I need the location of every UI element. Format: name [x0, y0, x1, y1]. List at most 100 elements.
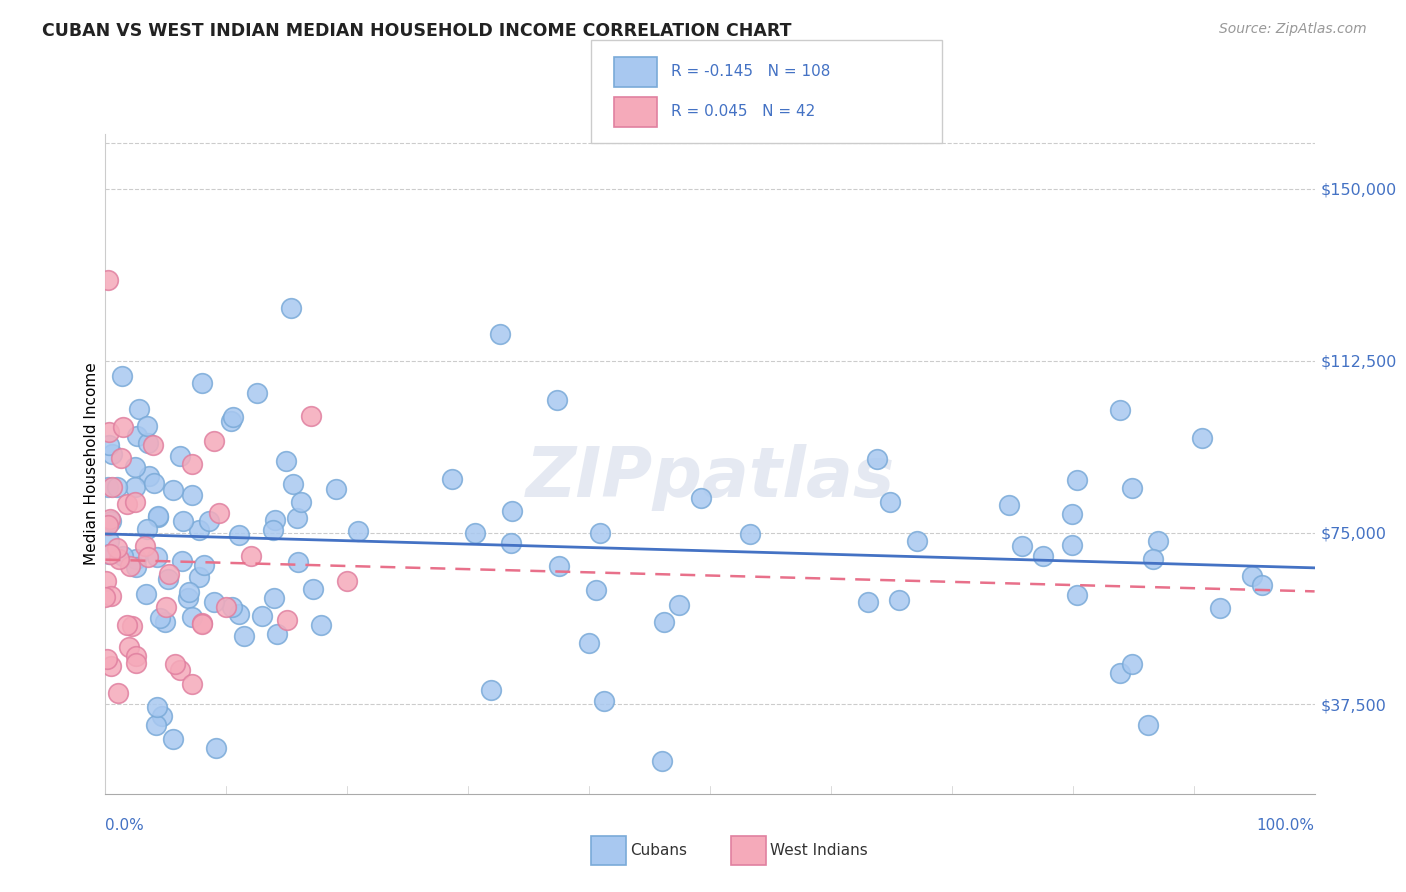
- Point: [100, 589, 122, 603]
- Point: [138, 550, 160, 565]
- Point: [1240, 569, 1263, 583]
- Point: [105, 479, 128, 493]
- Point: [1142, 551, 1164, 566]
- Point: [668, 599, 690, 613]
- Point: [111, 549, 134, 563]
- Point: [266, 627, 288, 641]
- Point: [146, 699, 169, 714]
- Point: [441, 472, 464, 486]
- Point: [135, 587, 157, 601]
- Point: [172, 514, 194, 528]
- Text: 100.0%: 100.0%: [1257, 818, 1315, 832]
- Point: [96, 652, 118, 666]
- Point: [905, 533, 928, 548]
- Point: [155, 615, 177, 630]
- Point: [101, 447, 124, 461]
- Point: [150, 709, 173, 723]
- Y-axis label: Median Household Income: Median Household Income: [83, 362, 98, 566]
- Point: [325, 483, 347, 497]
- Point: [135, 522, 157, 536]
- Point: [593, 694, 616, 708]
- Text: R = 0.045   N = 42: R = 0.045 N = 42: [671, 104, 815, 120]
- Point: [1250, 578, 1272, 592]
- Point: [165, 657, 187, 671]
- Point: [107, 552, 129, 566]
- Point: [1208, 601, 1230, 615]
- Point: [263, 513, 285, 527]
- Point: [221, 600, 243, 615]
- Point: [276, 613, 298, 627]
- Point: [138, 468, 160, 483]
- Point: [215, 599, 238, 614]
- Point: [162, 483, 184, 497]
- Point: [98, 438, 121, 452]
- Point: [1191, 431, 1213, 445]
- Point: [162, 731, 184, 746]
- Point: [191, 616, 214, 631]
- Point: [1121, 657, 1143, 671]
- Point: [191, 615, 214, 630]
- Point: [1060, 507, 1083, 521]
- Point: [651, 754, 673, 768]
- Point: [274, 454, 297, 468]
- Point: [134, 539, 156, 553]
- Point: [589, 526, 612, 541]
- Point: [107, 686, 129, 700]
- Point: [100, 658, 122, 673]
- Point: [125, 552, 148, 566]
- Point: [125, 560, 148, 574]
- Point: [464, 525, 486, 540]
- Point: [499, 536, 522, 550]
- Point: [146, 509, 169, 524]
- Point: [287, 555, 309, 569]
- Point: [228, 607, 250, 622]
- Point: [97, 273, 120, 287]
- Point: [489, 327, 512, 342]
- Point: [285, 510, 308, 524]
- Point: [1066, 588, 1088, 602]
- Point: [145, 718, 167, 732]
- Point: [105, 541, 128, 555]
- Point: [191, 376, 214, 391]
- Point: [1066, 473, 1088, 487]
- Point: [136, 436, 159, 450]
- Point: [180, 610, 202, 624]
- Point: [169, 450, 191, 464]
- Point: [156, 572, 179, 586]
- Point: [690, 491, 713, 506]
- Point: [125, 429, 148, 443]
- Point: [1121, 482, 1143, 496]
- Point: [202, 595, 225, 609]
- Point: [252, 608, 274, 623]
- Point: [232, 629, 254, 643]
- Point: [1011, 539, 1033, 553]
- Point: [98, 547, 121, 561]
- Point: [546, 392, 568, 407]
- Text: CUBAN VS WEST INDIAN MEDIAN HOUSEHOLD INCOME CORRELATION CHART: CUBAN VS WEST INDIAN MEDIAN HOUSEHOLD IN…: [42, 22, 792, 40]
- Point: [180, 488, 202, 502]
- Point: [125, 656, 148, 670]
- Point: [889, 592, 911, 607]
- Point: [336, 574, 359, 589]
- Point: [299, 409, 322, 423]
- Point: [94, 591, 117, 605]
- Point: [143, 476, 166, 491]
- Point: [188, 523, 211, 537]
- Point: [121, 618, 143, 632]
- Point: [262, 523, 284, 537]
- Point: [205, 741, 228, 756]
- Point: [111, 368, 134, 383]
- Point: [1062, 538, 1084, 552]
- Point: [125, 649, 148, 664]
- Point: [136, 418, 159, 433]
- Point: [219, 414, 242, 428]
- Point: [228, 528, 250, 542]
- Point: [142, 438, 165, 452]
- Point: [1109, 403, 1132, 417]
- Text: 0.0%: 0.0%: [105, 818, 145, 832]
- Point: [866, 451, 889, 466]
- Point: [481, 682, 503, 697]
- Point: [309, 618, 332, 632]
- Point: [347, 524, 370, 538]
- Point: [1147, 533, 1170, 548]
